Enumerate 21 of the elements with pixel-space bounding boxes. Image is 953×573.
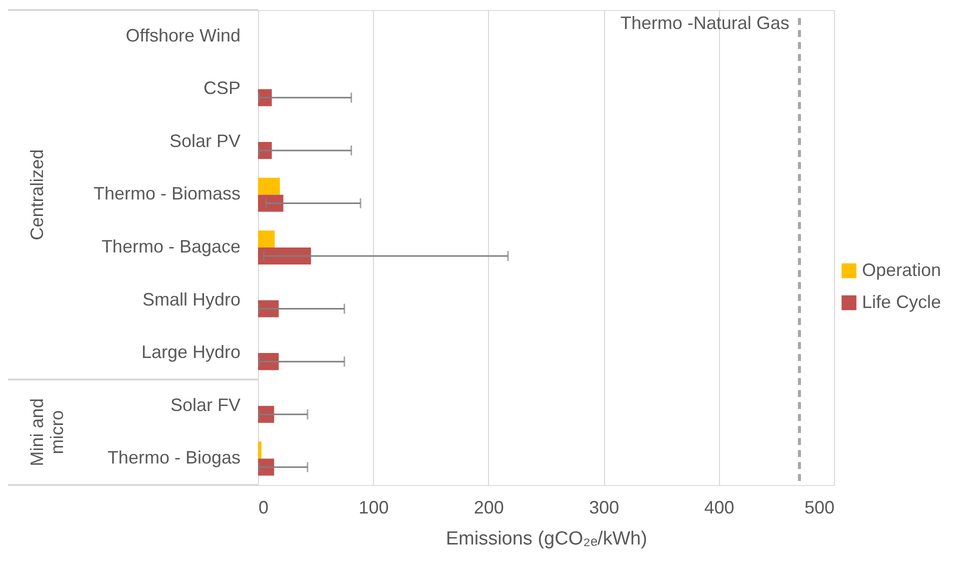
y-tick-label: Thermo - Biomass	[93, 184, 240, 204]
legend-label: Operation	[862, 260, 942, 280]
x-tick-label: 400	[704, 498, 734, 518]
y-tick-label: Solar PV	[169, 130, 240, 151]
legend-label: Life Cycle	[862, 292, 942, 312]
x-tick-label: 0	[258, 498, 269, 518]
y-tick-label: Thermo - Biogas	[107, 448, 240, 468]
x-tick-label: 200	[474, 498, 504, 518]
x-tick-label: 300	[589, 498, 620, 518]
x-axis-title: Emissions (gCO₂ₑ/kWh)	[446, 528, 648, 550]
y-tick-label: Large Hydro	[141, 342, 240, 362]
x-tick-label: 100	[358, 498, 389, 518]
y-tick-label: Thermo - Bagace	[101, 236, 240, 256]
y-tick-label: CSP	[203, 78, 240, 98]
ref-line-label: Thermo -Natural Gas	[620, 13, 790, 33]
y-tick-label: Offshore Wind	[126, 25, 240, 46]
text: Centralized	[27, 149, 47, 240]
y-tick-label: Small Hydro	[142, 289, 240, 310]
text: Mini and micro	[27, 398, 67, 466]
x-tick-label: 500	[804, 498, 834, 518]
y-tick-label: Solar FV	[170, 394, 240, 415]
